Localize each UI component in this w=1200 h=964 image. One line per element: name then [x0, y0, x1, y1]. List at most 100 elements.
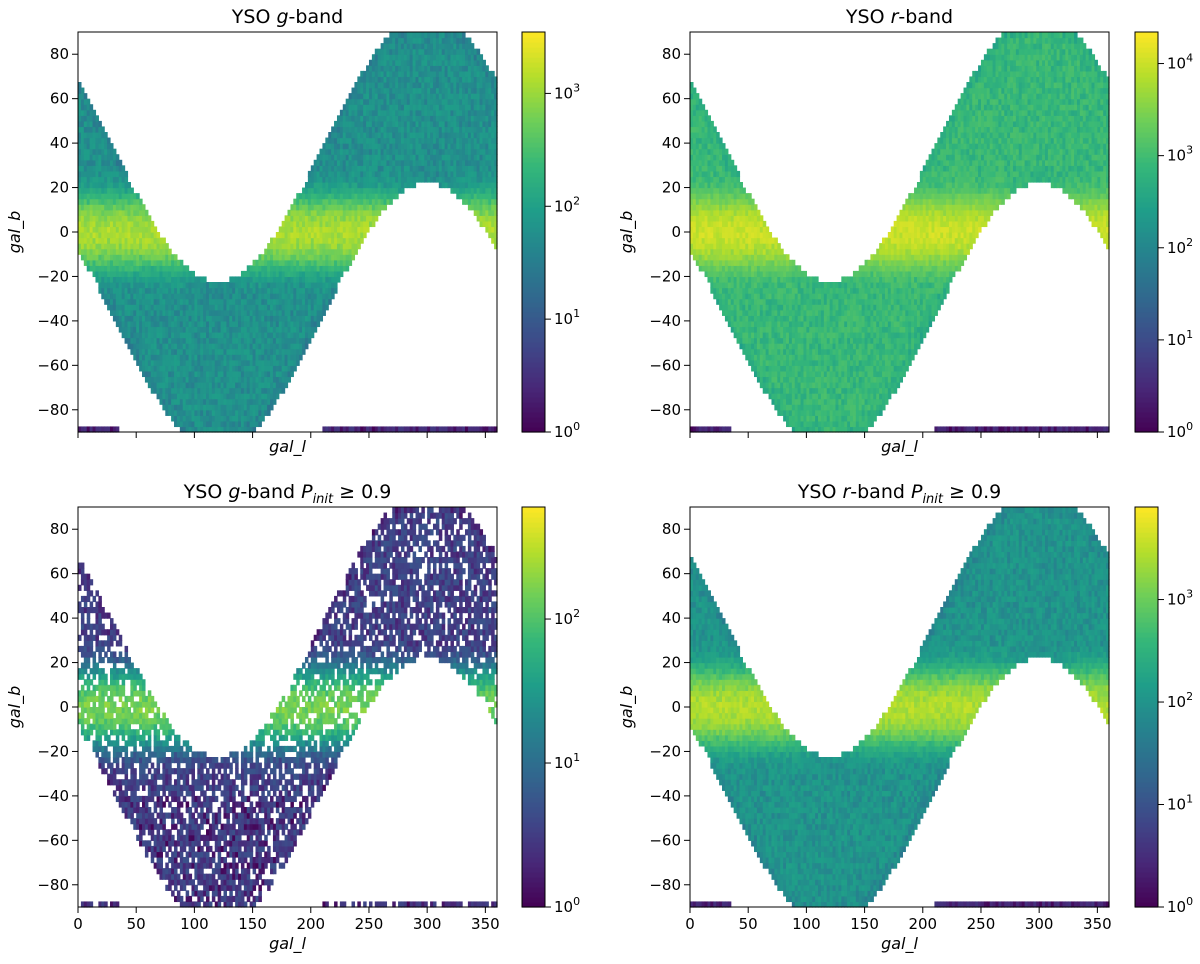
colorbar-tick-label: 102 [554, 194, 580, 215]
heatmap-cell [705, 110, 709, 116]
colorbar-step [522, 377, 545, 383]
colorbar-step [522, 207, 545, 213]
heatmap-cell [258, 421, 262, 427]
colorbar-step [522, 272, 545, 278]
heatmap-cell [384, 204, 388, 210]
colorbar-step [522, 332, 545, 338]
colorbar-step [522, 87, 545, 93]
colorbar-step [522, 117, 545, 123]
colorbar-step [522, 102, 545, 108]
heatmap-cell [308, 338, 312, 344]
heatmap-cell [180, 260, 184, 266]
colorbar: 100101102103 [522, 32, 580, 441]
heatmap-cell [90, 104, 94, 110]
colorbar-tick-base: 10 [554, 197, 573, 215]
heatmap-cell [375, 215, 379, 221]
heatmap-cell [270, 404, 274, 410]
heatmap-cell [357, 243, 361, 249]
colorbar-step [522, 387, 545, 393]
heatmap-cell [95, 115, 99, 121]
chart-title: YSO g-band [231, 6, 343, 28]
heatmap-cell [690, 82, 694, 88]
colorbar-step [522, 422, 545, 428]
heatmap-cell [273, 399, 277, 405]
heatmap-cell [334, 288, 338, 294]
heatmap-cell [290, 371, 294, 377]
colorbar-step [522, 112, 545, 118]
colorbar-step [522, 92, 545, 98]
colorbar-step [522, 392, 545, 398]
heatmap-cell [482, 60, 486, 66]
y-tick-label: 80 [50, 45, 69, 63]
heatmap-cell [276, 393, 280, 399]
heatmap-cell [731, 160, 735, 166]
heatmap-cell [98, 121, 102, 127]
colorbar-step [522, 337, 545, 343]
colorbar-step [522, 317, 545, 323]
colorbar-step [522, 142, 545, 148]
colorbar-step [522, 402, 545, 408]
colorbar-tick-exponent: 0 [573, 420, 580, 433]
colorbar-step [522, 202, 545, 208]
colorbar-step [522, 57, 545, 63]
colorbar-step [522, 372, 545, 378]
colorbar-step [522, 267, 545, 273]
colorbar-step [522, 307, 545, 313]
y-tick-label: 20 [50, 179, 69, 197]
heatmap-cell [713, 126, 717, 132]
colorbar-step [522, 232, 545, 238]
colorbar-step [522, 227, 545, 233]
panel-2: YSO r-band806040200−20−40−60−80gal_lgal_… [617, 6, 1193, 457]
heatmap-cell [334, 282, 338, 288]
heatmap-cell [93, 110, 97, 116]
heatmap-cell [148, 215, 152, 221]
heatmap-cell [285, 382, 289, 388]
colorbar-step [522, 137, 545, 143]
colorbar-tick-exponent: 1 [573, 307, 580, 320]
heatmap-cell [696, 93, 700, 99]
heatmap-cell [174, 254, 178, 260]
heatmap-cell [107, 138, 111, 144]
heatmap-cell [354, 249, 358, 255]
colorbar-step [522, 72, 545, 78]
heatmap-cell [122, 165, 126, 171]
colorbar-step [522, 67, 545, 73]
colorbar-step [522, 157, 545, 163]
heatmap-cell [372, 221, 376, 227]
colorbar-step [522, 407, 545, 413]
heatmap-cell [168, 249, 172, 255]
heatmap-cell [728, 154, 732, 160]
heatmap-cell [360, 238, 364, 244]
heatmap-cell [296, 360, 300, 366]
colorbar-step [522, 242, 545, 248]
heatmap-cell [716, 132, 720, 138]
heatmap-cell [305, 343, 309, 349]
y-tick-label: −80 [37, 401, 69, 419]
colorbar-tick-base: 10 [554, 84, 573, 102]
heatmap-cell [125, 176, 129, 182]
colorbar-step [522, 327, 545, 333]
colorbar-step [522, 52, 545, 58]
heatmap-cell [203, 276, 207, 282]
heatmap-cell [366, 226, 370, 232]
heatmap-cell [282, 388, 286, 394]
colorbar-tick-base: 10 [554, 423, 573, 441]
heatmap-cell [145, 210, 149, 216]
colorbar-step [522, 127, 545, 133]
title-prefix: YSO [231, 6, 277, 28]
colorbar-step [522, 162, 545, 168]
colorbar-step [522, 212, 545, 218]
heatmap-cell [311, 332, 315, 338]
heatmap-cell [293, 365, 297, 371]
heatmap-cell [119, 160, 123, 166]
heatmap-cell [299, 354, 303, 360]
heatmap-cell [719, 138, 723, 144]
colorbar-step [522, 302, 545, 308]
colorbar-step [522, 187, 545, 193]
colorbar-step [522, 152, 545, 158]
panel-1: YSO g-band806040200−20−40−60−80gal_lgal_… [5, 6, 580, 457]
colorbar-tick-exponent: 2 [573, 194, 580, 207]
colorbar-step [522, 132, 545, 138]
colorbar-step [522, 37, 545, 43]
y-tick-label: −60 [37, 356, 69, 374]
